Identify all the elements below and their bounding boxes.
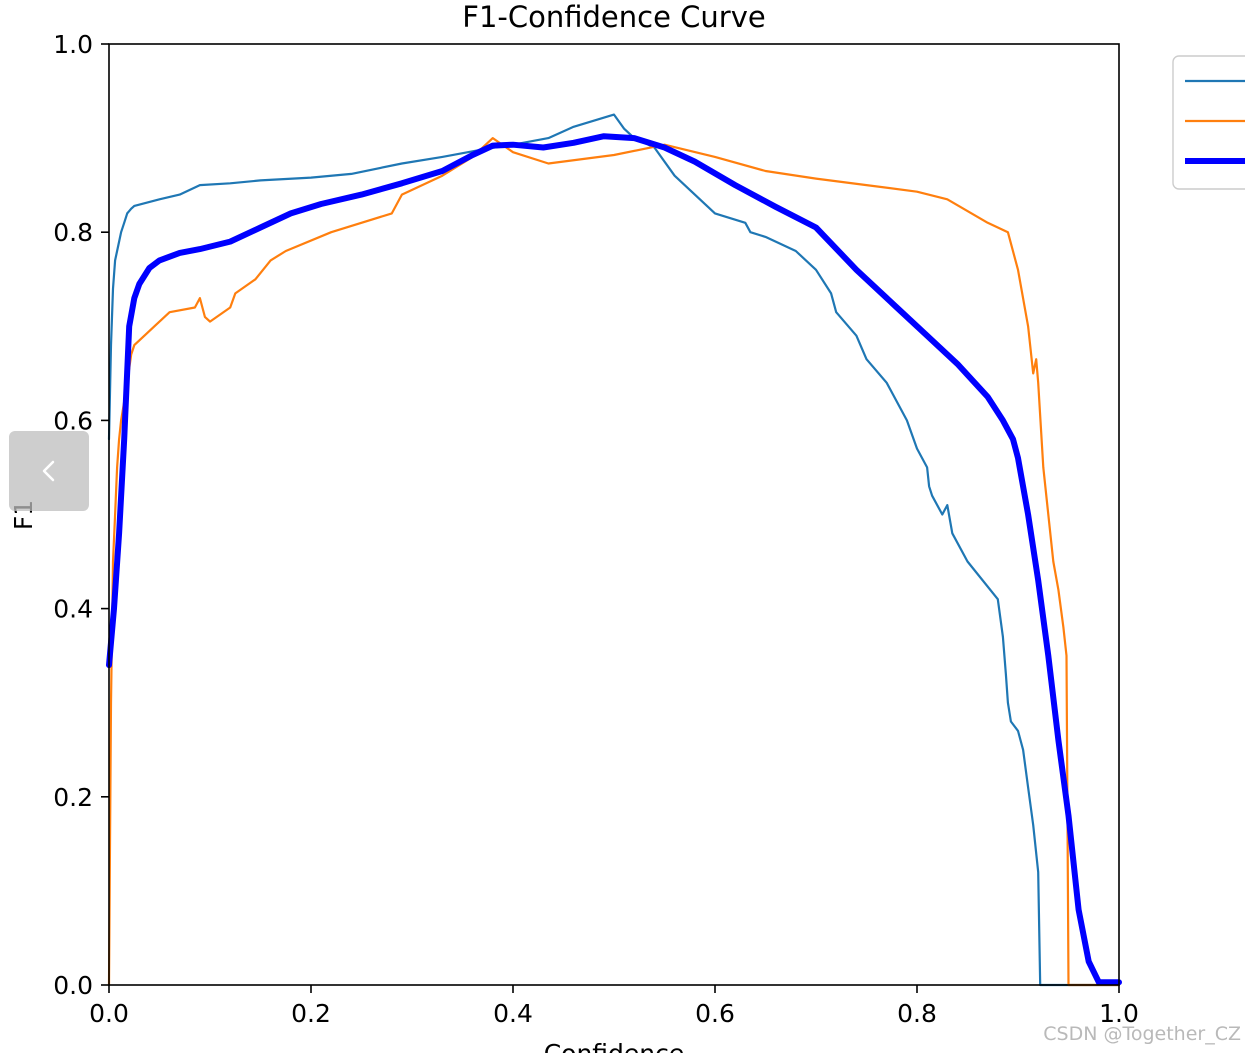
series-layer [106, 113, 1122, 987]
y-tick-label: 1.0 [53, 30, 93, 59]
x-axis: 0.0 0.2 0.4 0.6 0.8 1.0 [89, 985, 1139, 1028]
back-nav-button[interactable] [9, 431, 89, 511]
chevron-left-icon [42, 460, 55, 482]
x-tick-label: 1.0 [1099, 999, 1139, 1028]
y-tick-label: 0.6 [53, 406, 93, 435]
y-tick-label: 0.4 [53, 595, 93, 624]
legend-box [1172, 55, 1245, 190]
y-tick-label: 0.2 [53, 783, 93, 812]
y-tick-label: 0.8 [53, 218, 93, 247]
watermark: CSDN @Together_CZ [1043, 1023, 1241, 1045]
x-tick-label: 0.6 [695, 999, 735, 1028]
chart-title: F1-Confidence Curve [462, 0, 765, 34]
legend [1172, 55, 1245, 190]
y-tick-label: 0.0 [53, 971, 93, 1000]
series-line-3 [106, 133, 1122, 986]
x-tick-label: 0.2 [291, 999, 331, 1028]
x-tick-label: 0.8 [897, 999, 937, 1028]
x-axis-label: Confidence [544, 1039, 685, 1053]
x-tick-label: 0.0 [89, 999, 129, 1028]
x-tick-label: 0.4 [493, 999, 533, 1028]
y-axis: 0.0 0.2 0.4 0.6 0.8 1.0 [53, 30, 109, 1000]
series-line-1 [107, 113, 1121, 987]
plot-frame [108, 43, 1120, 986]
